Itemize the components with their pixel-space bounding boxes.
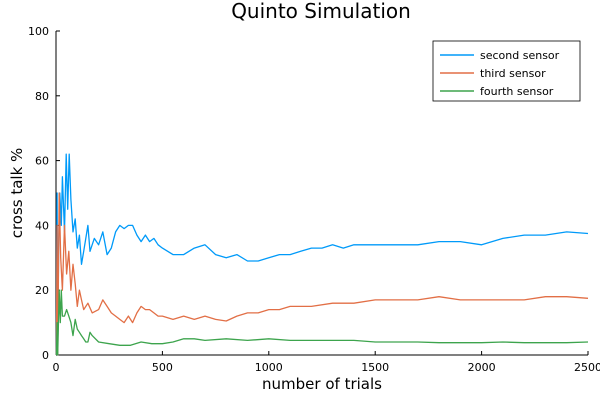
legend: second sensor third sensor fourth sensor (432, 40, 581, 102)
y-tick-label: 0 (42, 349, 49, 362)
y-tick-label: 40 (35, 219, 49, 232)
y-tick-label: 100 (28, 25, 49, 38)
y-tick-label: 60 (35, 155, 49, 168)
legend-label-1: second sensor (480, 49, 560, 62)
x-tick-label: 1000 (255, 361, 283, 374)
legend-box (432, 40, 581, 102)
axis-ticks: 0 500 1000 1500 2000 2500 0 20 40 60 80 100 (28, 25, 600, 374)
y-tick-label: 80 (35, 90, 49, 103)
x-tick-label: 500 (152, 361, 173, 374)
legend-label-3: fourth sensor (480, 85, 554, 98)
x-tick-label: 0 (53, 361, 60, 374)
legend-label-2: third sensor (480, 67, 546, 80)
y-axis-label: cross talk % (8, 148, 26, 239)
x-tick-label: 2000 (468, 361, 496, 374)
series-lines (55, 153, 589, 356)
chart-title: Quinto Simulation (231, 0, 411, 23)
series-line-3 (55, 289, 589, 356)
series-line-1 (55, 153, 589, 356)
x-tick-label: 1500 (361, 361, 389, 374)
x-tick-label: 2500 (574, 361, 600, 374)
y-tick-label: 20 (35, 284, 49, 297)
series-line-2 (55, 192, 589, 356)
plot-area: 0 500 1000 1500 2000 2500 0 20 40 60 80 100 (28, 25, 600, 374)
x-axis-label: number of trials (262, 375, 382, 393)
